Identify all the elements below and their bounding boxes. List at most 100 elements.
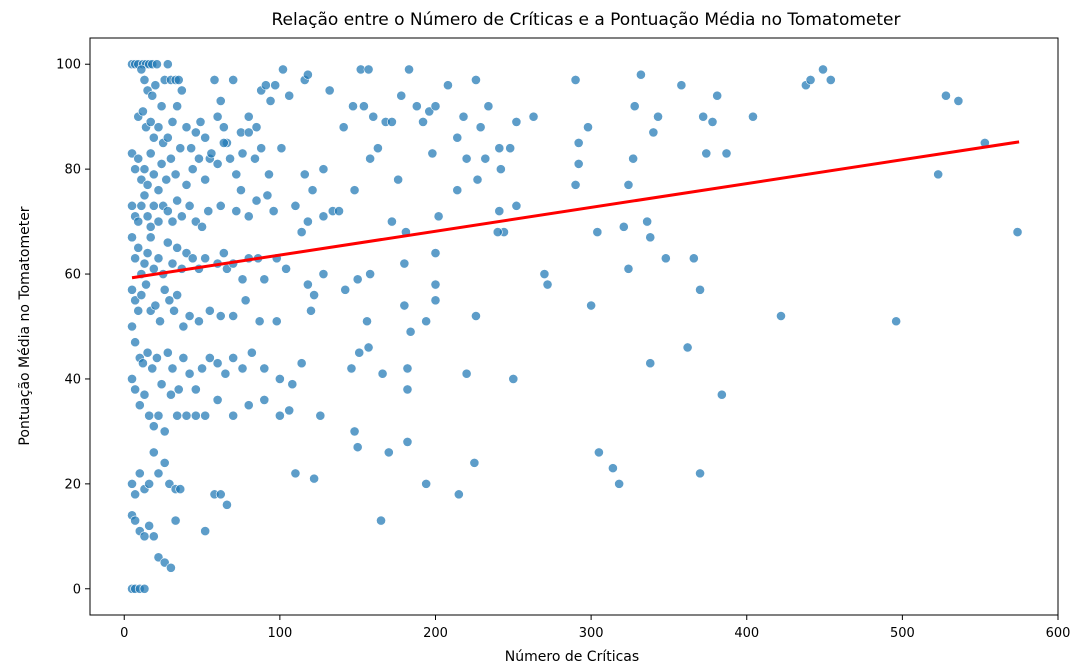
data-point <box>231 206 242 216</box>
data-point <box>147 90 158 101</box>
data-point <box>411 101 422 112</box>
data-point <box>334 206 344 216</box>
data-point <box>139 531 150 542</box>
data-point <box>614 478 625 489</box>
data-point <box>645 232 656 243</box>
data-point <box>172 290 183 300</box>
data-point <box>148 447 159 458</box>
data-point <box>475 122 486 133</box>
data-point <box>215 489 226 500</box>
data-point <box>660 253 671 264</box>
data-point <box>222 499 232 510</box>
data-point <box>1012 227 1023 237</box>
data-point <box>184 311 195 321</box>
data-point <box>469 457 480 468</box>
data-point <box>167 258 178 269</box>
data-point <box>383 447 394 458</box>
data-point <box>405 326 416 337</box>
data-point <box>393 174 404 185</box>
data-point <box>318 164 329 175</box>
data-point <box>172 101 183 112</box>
data-point <box>377 368 388 379</box>
data-point <box>608 463 618 474</box>
data-point <box>187 253 198 264</box>
data-point <box>404 64 414 75</box>
data-point <box>818 64 828 75</box>
data-point <box>642 216 653 227</box>
data-point <box>376 515 386 526</box>
data-point <box>190 216 201 227</box>
data-point <box>243 111 254 122</box>
data-point <box>287 379 298 390</box>
data-point <box>175 484 186 495</box>
data-point <box>472 174 483 185</box>
data-point <box>148 132 159 143</box>
data-point <box>153 122 164 133</box>
data-point <box>237 363 248 374</box>
data-point <box>153 552 164 563</box>
data-point <box>142 211 153 222</box>
data-point <box>363 64 374 75</box>
data-point <box>215 96 226 106</box>
y-tick-label: 80 <box>64 163 81 178</box>
data-point <box>352 274 363 285</box>
data-point <box>695 468 705 479</box>
data-point <box>458 111 469 122</box>
data-point <box>471 311 481 321</box>
data-point <box>891 316 902 327</box>
data-point <box>206 148 217 159</box>
data-point <box>138 106 148 117</box>
data-point <box>623 263 634 274</box>
data-point <box>130 164 141 175</box>
data-point <box>127 321 137 332</box>
data-point <box>147 363 158 374</box>
data-point <box>204 353 215 363</box>
data-point <box>228 353 239 363</box>
data-point <box>148 421 159 432</box>
data-point <box>430 279 441 290</box>
points-layer <box>127 59 1023 594</box>
data-point <box>240 295 251 306</box>
data-point <box>492 227 503 237</box>
data-point <box>511 200 522 211</box>
data-point <box>365 269 376 279</box>
data-point <box>218 248 229 258</box>
data-point <box>127 232 137 243</box>
data-point <box>153 468 164 479</box>
data-point <box>354 347 365 358</box>
data-point <box>134 468 145 479</box>
data-point <box>197 221 207 232</box>
data-point <box>166 562 176 573</box>
data-point <box>511 117 522 127</box>
data-point <box>162 132 173 143</box>
data-point <box>153 185 164 196</box>
data-point <box>144 478 155 489</box>
data-point <box>349 426 360 437</box>
data-point <box>776 311 786 321</box>
data-point <box>186 143 197 154</box>
data-point <box>148 263 159 274</box>
data-point <box>169 305 179 316</box>
data-point <box>148 531 159 542</box>
data-point <box>237 274 248 285</box>
data-point <box>318 269 329 279</box>
data-point <box>218 138 229 148</box>
data-point <box>212 358 223 369</box>
data-point <box>346 363 357 374</box>
data-point <box>127 284 137 295</box>
data-point <box>156 158 167 169</box>
data-point <box>494 143 505 154</box>
data-point <box>152 59 162 70</box>
data-point <box>170 169 181 180</box>
data-point <box>181 410 192 421</box>
data-point <box>176 211 187 222</box>
data-point <box>430 295 441 306</box>
data-point <box>133 153 144 164</box>
data-point <box>184 200 195 211</box>
data-point <box>570 179 581 190</box>
data-point <box>134 400 145 411</box>
data-point <box>159 284 170 295</box>
data-point <box>127 374 137 384</box>
x-tick-label: 100 <box>267 626 292 641</box>
data-point <box>256 143 267 154</box>
